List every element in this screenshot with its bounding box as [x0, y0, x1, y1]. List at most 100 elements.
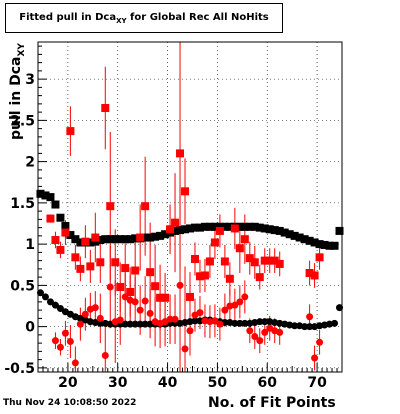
square-marker [121, 235, 130, 244]
circle-marker [276, 328, 284, 336]
square-marker [250, 222, 259, 231]
square-marker [210, 238, 219, 247]
circle-marker [331, 319, 339, 327]
square-marker [225, 222, 234, 231]
circle-marker [131, 320, 139, 328]
axis-ticks [38, 45, 338, 372]
circle-marker [311, 354, 319, 362]
circle-marker [171, 315, 179, 323]
square-marker [176, 149, 185, 158]
circle-marker [51, 301, 59, 309]
circle-marker [261, 318, 269, 326]
square-marker [186, 224, 194, 233]
square-marker [66, 231, 75, 240]
square-marker [275, 259, 284, 268]
circle-marker [231, 301, 239, 309]
circle-marker [56, 343, 64, 351]
square-marker [161, 293, 170, 302]
square-marker [41, 191, 50, 200]
square-marker [96, 258, 105, 267]
square-marker [76, 238, 85, 247]
square-marker [46, 214, 55, 223]
circle-marker [256, 337, 264, 345]
circle-marker [241, 293, 249, 301]
circle-marker [56, 304, 64, 312]
circle-marker [301, 323, 309, 331]
square-marker [205, 257, 214, 266]
x-tick-label: 30 [108, 375, 128, 391]
y-tick-label: -0.5 [4, 361, 35, 377]
square-marker [200, 271, 209, 280]
square-marker [51, 200, 60, 209]
square-marker [61, 221, 70, 230]
square-marker [71, 235, 80, 244]
circle-marker [96, 319, 104, 327]
square-marker [255, 223, 264, 232]
circle-marker [336, 304, 344, 312]
circle-marker [251, 333, 259, 341]
square-marker [285, 230, 294, 239]
circle-marker [246, 327, 254, 335]
square-marker [91, 233, 100, 242]
square-marker [161, 230, 170, 239]
square-marker [240, 222, 249, 231]
circle-marker [231, 319, 239, 327]
circle-marker [36, 289, 44, 297]
circle-marker [61, 329, 69, 337]
square-marker [96, 236, 105, 244]
circle-marker [126, 320, 134, 328]
square-marker [310, 238, 319, 247]
square-marker [146, 268, 155, 277]
data-points [36, 104, 344, 367]
circle-marker [46, 298, 54, 306]
square-marker [101, 104, 110, 112]
square-marker [245, 254, 254, 263]
y-axis-label: pull in DcaXY [8, 43, 27, 140]
square-marker [265, 225, 274, 234]
square-marker [86, 238, 95, 247]
square-marker [265, 256, 274, 265]
square-marker [36, 189, 45, 198]
square-marker [176, 226, 185, 235]
square-marker [111, 235, 120, 244]
square-marker [66, 127, 75, 136]
circle-marker [121, 293, 129, 301]
chart-title: Fitted pull in DcaXY for Global Rec All … [6, 12, 282, 25]
square-marker [270, 256, 279, 265]
x-tick-label: 20 [58, 375, 78, 391]
square-marker [315, 253, 324, 262]
circle-marker [141, 320, 149, 328]
square-marker [91, 237, 100, 246]
square-marker [235, 244, 244, 253]
square-marker [126, 287, 135, 296]
square-marker [186, 292, 194, 301]
square-marker [141, 202, 150, 211]
square-marker [151, 282, 160, 291]
square-marker [56, 245, 65, 254]
circle-marker [306, 323, 314, 331]
square-marker [166, 225, 175, 234]
square-marker [330, 241, 339, 250]
circle-marker [121, 320, 129, 328]
square-marker [116, 283, 125, 292]
circle-marker [236, 298, 244, 306]
circle-marker [106, 283, 114, 291]
square-marker [195, 272, 204, 281]
y-tick-label: 0.5 [10, 278, 35, 294]
y-tick-label: 2 [25, 155, 35, 171]
circle-marker [176, 281, 184, 289]
square-marker [295, 233, 304, 242]
square-marker [310, 271, 319, 280]
square-marker [136, 233, 145, 242]
square-marker [46, 193, 55, 202]
y-tick-label: 2.5 [10, 113, 35, 129]
circle-marker [101, 352, 109, 359]
circle-marker [136, 306, 144, 314]
square-marker [320, 240, 329, 249]
circle-marker [131, 298, 139, 306]
circle-marker [221, 306, 229, 314]
square-marker [151, 232, 160, 241]
tick-labels: 20 30 40 50 60 70 -0.5 0 0.5 1 1.5 2 2.5 3 [4, 72, 327, 391]
circle-marker [76, 320, 84, 328]
square-marker [220, 222, 229, 231]
